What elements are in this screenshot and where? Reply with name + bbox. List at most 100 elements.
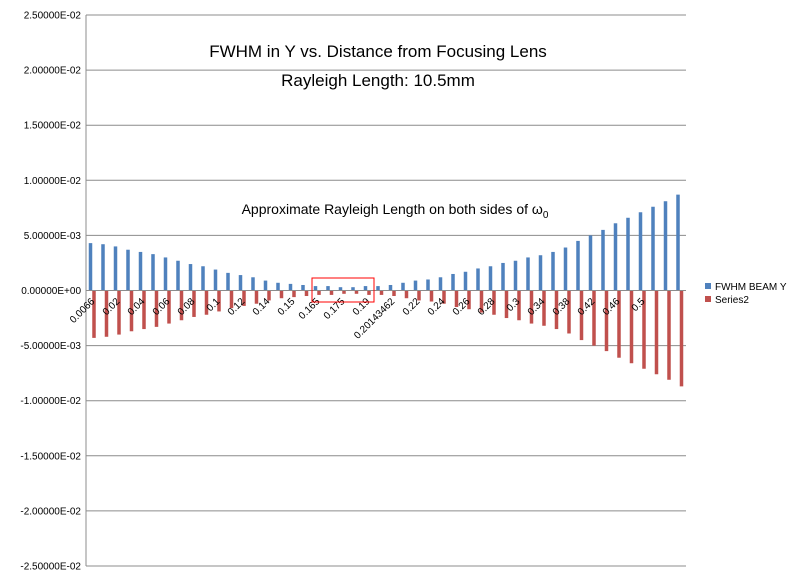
bar-series2 — [129, 290, 134, 332]
bar-series2 — [304, 290, 309, 297]
bar-series2 — [254, 290, 259, 304]
bar-series2 — [679, 290, 684, 387]
bar-fwhm-beam-y — [651, 206, 655, 291]
x-tick-label: 0.165 — [297, 296, 323, 322]
bar-series2 — [554, 290, 559, 330]
bar-fwhm-beam-y — [276, 282, 280, 291]
bar-fwhm-beam-y — [438, 277, 443, 291]
bar-fwhm-beam-y — [138, 251, 143, 291]
bar-fwhm-beam-y — [251, 277, 255, 291]
x-tick-label: 0.15 — [276, 296, 298, 318]
bar-series2 — [392, 290, 396, 297]
bar-series2 — [217, 290, 221, 312]
bar-series2 — [592, 290, 596, 346]
bar-series2 — [342, 290, 346, 294]
chart-title-line-1: FWHM in Y vs. Distance from Focusing Len… — [209, 42, 547, 61]
bar-fwhm-beam-y — [538, 255, 543, 291]
y-tick-label: -5.00000E-03 — [20, 341, 81, 352]
bar-fwhm-beam-y — [588, 235, 593, 291]
axes — [85, 15, 686, 566]
bar-fwhm-beam-y — [526, 257, 530, 291]
bar-series2 — [579, 290, 584, 341]
bar-series2 — [467, 290, 471, 310]
bar-fwhm-beam-y — [401, 282, 405, 291]
bar-fwhm-beam-y — [601, 229, 605, 291]
bar-series2 — [92, 290, 96, 338]
bar-fwhm-beam-y — [476, 268, 480, 291]
bar-fwhm-beam-y — [676, 194, 680, 291]
y-tick-label: 2.00000E-02 — [24, 66, 82, 77]
bar-fwhm-beam-y — [413, 280, 418, 291]
bar-series2 — [667, 290, 671, 380]
y-tick-label: -2.50000E-02 — [20, 562, 81, 573]
bar-fwhm-beam-y — [163, 257, 168, 291]
bar-fwhm-beam-y — [626, 217, 630, 291]
bar-series2 — [292, 290, 296, 298]
y-tick-label: -1.50000E-02 — [20, 451, 81, 462]
bar-fwhm-beam-y — [488, 266, 493, 291]
bar-fwhm-beam-y — [151, 254, 155, 291]
x-tick-label: 0.19 — [351, 296, 373, 318]
chart-title-line-2: Rayleigh Length: 10.5mm — [281, 71, 475, 90]
bar-fwhm-beam-y — [351, 287, 355, 291]
bar-series2 — [642, 290, 646, 369]
bar-series2 — [267, 290, 271, 301]
bar-fwhm-beam-y — [301, 284, 305, 291]
highlight-box — [311, 277, 375, 303]
y-tick-label: -2.00000E-02 — [20, 506, 81, 517]
bar-series2 — [417, 290, 421, 301]
y-tick-label: 0.00000E+00 — [21, 286, 81, 297]
bar-fwhm-beam-y — [576, 240, 580, 291]
bar-series2 — [529, 290, 534, 324]
bar-fwhm-beam-y — [388, 284, 393, 291]
bar-fwhm-beam-y — [101, 244, 105, 291]
legend-label-series2: Series2 — [715, 295, 749, 306]
bar-series2 — [167, 290, 171, 324]
bar-fwhm-beam-y — [426, 279, 430, 291]
bar-fwhm-beam-y — [238, 275, 243, 291]
annotation-text: Approximate Rayleigh Length on both side… — [242, 201, 543, 217]
bar-fwhm-beam-y — [513, 260, 518, 291]
y-tick-label: 1.00000E-02 — [24, 176, 82, 187]
bar-fwhm-beam-y — [463, 271, 468, 291]
bar-fwhm-beam-y — [326, 286, 330, 291]
bar-fwhm-beam-y — [451, 273, 455, 291]
bar-series2 — [629, 290, 634, 364]
annotation-subscript: 0 — [543, 210, 549, 221]
bar-series2 — [104, 290, 109, 337]
bar-fwhm-beam-y — [113, 246, 118, 291]
legend: FWHM BEAM Y Series2 — [705, 282, 787, 306]
bar-fwhm-beam-y — [376, 286, 380, 291]
y-tick-label: 2.50000E-02 — [24, 11, 82, 22]
bar-series2 — [454, 290, 459, 308]
bar-fwhm-beam-y — [363, 286, 368, 291]
bar-fwhm-beam-y — [213, 269, 218, 291]
bar-series2 — [317, 290, 321, 295]
bar-fwhm-beam-y — [201, 266, 205, 291]
bar-series2 — [192, 290, 196, 317]
bar-series2 — [242, 290, 246, 306]
bar-series2 — [204, 290, 209, 315]
bar-fwhm-beam-y — [313, 286, 318, 291]
y-tick-labels: 2.50000E-02 2.00000E-02 1.50000E-02 1.00000… — [20, 11, 81, 573]
bar-series2 — [329, 290, 334, 295]
bar-series2 — [279, 290, 284, 299]
bar-fwhm-beam-y — [288, 283, 293, 291]
bar-series2 — [654, 290, 659, 375]
x-tick-label: 0.175 — [322, 296, 348, 322]
bar-series2 — [354, 290, 359, 294]
y-tick-label: -1.00000E-02 — [20, 396, 81, 407]
bar-series2 — [479, 290, 484, 313]
bar-series2 — [442, 290, 446, 304]
bar-fwhm-beam-y — [501, 262, 505, 291]
bar-fwhm-beam-y — [551, 251, 555, 291]
bar-fwhm-beam-y — [613, 223, 618, 291]
bar-series2 — [617, 290, 621, 358]
bar-fwhm-beam-y — [338, 287, 343, 291]
bar-series2 — [429, 290, 434, 302]
bar-fwhm-beam-y — [563, 247, 568, 291]
bar-series2 — [379, 290, 384, 295]
y-tick-label: 5.00000E-03 — [24, 231, 82, 242]
